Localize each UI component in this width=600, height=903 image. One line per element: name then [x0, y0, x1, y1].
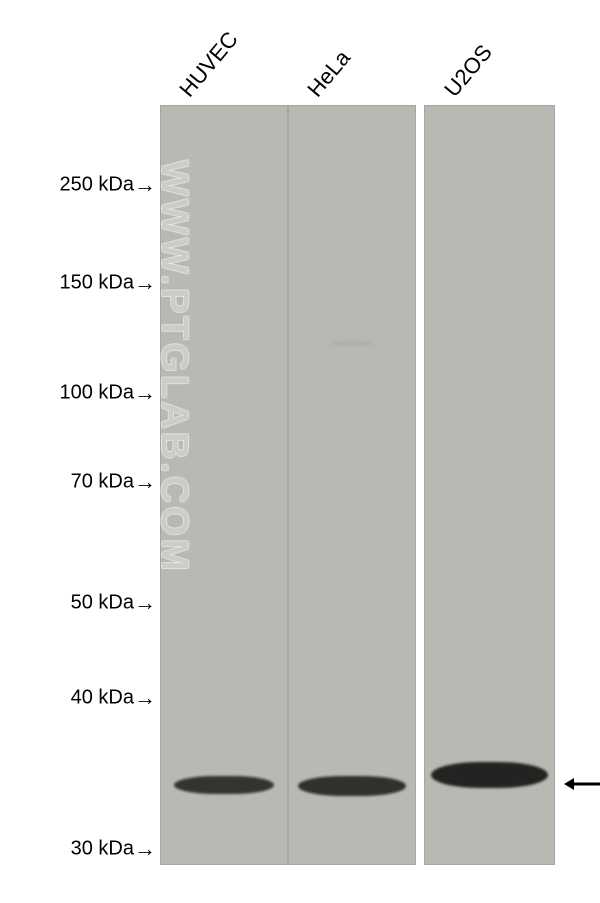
- band-u2os: [431, 762, 549, 788]
- mw-marker-text: 250 kDa: [60, 173, 135, 195]
- mw-marker-text: 30 kDa: [71, 837, 134, 859]
- mw-marker-70kda: 70 kDa→: [0, 469, 156, 495]
- mw-marker-30kda: 30 kDa→: [0, 836, 156, 862]
- mw-marker-100kda: 100 kDa→: [0, 380, 156, 406]
- lane-huvec-label: HUVEC: [174, 27, 243, 103]
- band-huvec: [174, 776, 274, 794]
- arrow-right-icon: →: [134, 685, 156, 711]
- mw-marker-text: 50 kDa: [71, 591, 134, 613]
- mw-marker-text: 40 kDa: [71, 686, 134, 708]
- lane-hela: [288, 105, 416, 865]
- arrow-right-icon: →: [134, 270, 156, 296]
- arrow-right-icon: →: [134, 172, 156, 198]
- arrow-right-icon: →: [134, 469, 156, 495]
- lane-hela-label: HeLa: [302, 45, 356, 102]
- band-hela: [298, 776, 406, 796]
- arrow-right-icon: →: [134, 380, 156, 406]
- faint-mark: [329, 341, 375, 346]
- western-blot-area: [160, 105, 555, 865]
- target-band-arrow-icon: [562, 772, 600, 796]
- mw-marker-text: 150 kDa: [60, 271, 135, 293]
- mw-marker-50kda: 50 kDa→: [0, 590, 156, 616]
- figure-canvas: HUVECHeLaU2OS250 kDa→150 kDa→100 kDa→70 …: [0, 0, 600, 903]
- lane-u2os: [424, 105, 555, 865]
- lane-u2os-label: U2OS: [439, 40, 497, 103]
- mw-marker-40kda: 40 kDa→: [0, 685, 156, 711]
- arrow-right-icon: →: [134, 590, 156, 616]
- arrow-right-icon: →: [134, 836, 156, 862]
- mw-marker-150kda: 150 kDa→: [0, 270, 156, 296]
- mw-marker-text: 70 kDa: [71, 470, 134, 492]
- mw-marker-250kda: 250 kDa→: [0, 172, 156, 198]
- lane-huvec: [160, 105, 288, 865]
- mw-marker-text: 100 kDa: [60, 381, 135, 403]
